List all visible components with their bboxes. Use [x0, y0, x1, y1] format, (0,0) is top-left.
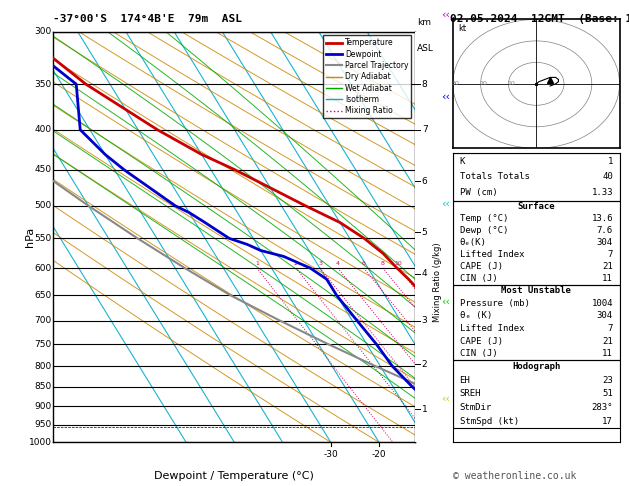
Text: 650: 650 — [35, 291, 52, 300]
Text: CIN (J): CIN (J) — [460, 349, 497, 358]
Text: 8: 8 — [381, 261, 385, 266]
Text: 13.6: 13.6 — [591, 214, 613, 223]
Text: 900: 900 — [35, 402, 52, 411]
Text: ASL: ASL — [417, 44, 434, 53]
Text: 6: 6 — [362, 261, 365, 266]
Text: Mixing Ratio (g/kg): Mixing Ratio (g/kg) — [433, 242, 442, 322]
Text: 7: 7 — [608, 250, 613, 259]
Text: K: K — [460, 156, 465, 166]
Text: 400: 400 — [35, 125, 52, 134]
Text: 15: 15 — [423, 261, 430, 266]
Text: StmSpd (kt): StmSpd (kt) — [460, 417, 519, 426]
Text: Most Unstable: Most Unstable — [501, 286, 571, 295]
Text: 1: 1 — [255, 261, 259, 266]
Text: Lifted Index: Lifted Index — [460, 250, 524, 259]
Text: 1: 1 — [422, 405, 428, 414]
Text: Dewpoint / Temperature (°C): Dewpoint / Temperature (°C) — [154, 471, 314, 481]
Text: Totals Totals: Totals Totals — [460, 173, 530, 181]
Text: 304: 304 — [597, 312, 613, 320]
Text: 950: 950 — [35, 420, 52, 429]
Text: 30: 30 — [452, 81, 460, 87]
Text: 500: 500 — [35, 201, 52, 210]
Text: 700: 700 — [35, 316, 52, 325]
Text: Temp (°C): Temp (°C) — [460, 214, 508, 223]
Text: CAPE (J): CAPE (J) — [460, 336, 503, 346]
Text: 450: 450 — [35, 165, 52, 174]
Text: 1004: 1004 — [591, 299, 613, 308]
Text: 51: 51 — [602, 389, 613, 399]
Text: Surface: Surface — [518, 202, 555, 211]
Text: 3: 3 — [422, 316, 428, 325]
Text: hPa: hPa — [25, 227, 35, 247]
Text: 2: 2 — [294, 261, 298, 266]
Text: 600: 600 — [35, 263, 52, 273]
Text: LCL: LCL — [416, 422, 431, 431]
Text: 1.33: 1.33 — [591, 189, 613, 197]
Text: 7: 7 — [422, 125, 428, 134]
Text: 11: 11 — [602, 274, 613, 283]
Text: 10: 10 — [508, 81, 515, 87]
Text: 11: 11 — [602, 349, 613, 358]
Text: 850: 850 — [35, 382, 52, 391]
Text: 02.05.2024  12GMT  (Base: 12): 02.05.2024 12GMT (Base: 12) — [450, 14, 629, 24]
Legend: Temperature, Dewpoint, Parcel Trajectory, Dry Adiabat, Wet Adiabat, Isotherm, Mi: Temperature, Dewpoint, Parcel Trajectory… — [323, 35, 411, 118]
Text: CAPE (J): CAPE (J) — [460, 262, 503, 271]
Text: 5: 5 — [422, 227, 428, 237]
Text: 7.6: 7.6 — [597, 226, 613, 235]
Text: 4: 4 — [422, 269, 427, 278]
Text: Dewp (°C): Dewp (°C) — [460, 226, 508, 235]
Text: ‹‹: ‹‹ — [441, 394, 450, 403]
Text: EH: EH — [460, 376, 470, 385]
Text: 21: 21 — [602, 262, 613, 271]
Text: © weatheronline.co.uk: © weatheronline.co.uk — [453, 471, 576, 481]
Text: StmDir: StmDir — [460, 403, 492, 412]
Text: 283°: 283° — [591, 403, 613, 412]
Text: kt: kt — [459, 24, 467, 33]
Text: 1: 1 — [608, 156, 613, 166]
Text: 10: 10 — [394, 261, 402, 266]
Text: 40: 40 — [602, 173, 613, 181]
Text: 7: 7 — [608, 324, 613, 333]
Text: 350: 350 — [35, 80, 52, 88]
Text: PW (cm): PW (cm) — [460, 189, 497, 197]
Text: 550: 550 — [35, 234, 52, 243]
Text: Pressure (mb): Pressure (mb) — [460, 299, 530, 308]
Text: 20: 20 — [479, 81, 487, 87]
Text: Lifted Index: Lifted Index — [460, 324, 524, 333]
Text: 6: 6 — [422, 176, 428, 186]
Text: 21: 21 — [602, 336, 613, 346]
Text: ‹‹: ‹‹ — [441, 199, 450, 209]
Text: -30: -30 — [323, 450, 338, 459]
Text: θₑ(K): θₑ(K) — [460, 238, 486, 247]
Text: 17: 17 — [602, 417, 613, 426]
Text: -37°00'S  174°4B'E  79m  ASL: -37°00'S 174°4B'E 79m ASL — [53, 14, 242, 24]
Text: 4: 4 — [336, 261, 340, 266]
Text: SREH: SREH — [460, 389, 481, 399]
Text: 300: 300 — [35, 27, 52, 36]
Text: 8: 8 — [422, 80, 428, 88]
Text: -20: -20 — [372, 450, 386, 459]
Text: 23: 23 — [602, 376, 613, 385]
Text: ‹‹: ‹‹ — [441, 92, 450, 102]
Text: Hodograph: Hodograph — [512, 362, 560, 371]
Text: 304: 304 — [597, 238, 613, 247]
Text: km: km — [417, 18, 431, 28]
Text: 3: 3 — [318, 261, 322, 266]
Text: 800: 800 — [35, 362, 52, 371]
Text: θₑ (K): θₑ (K) — [460, 312, 492, 320]
Text: ‹‹: ‹‹ — [441, 296, 450, 306]
Text: ‹‹: ‹‹ — [441, 10, 450, 19]
Text: 750: 750 — [35, 340, 52, 348]
Text: 2: 2 — [422, 360, 427, 368]
Text: 1000: 1000 — [29, 438, 52, 447]
Text: CIN (J): CIN (J) — [460, 274, 497, 283]
